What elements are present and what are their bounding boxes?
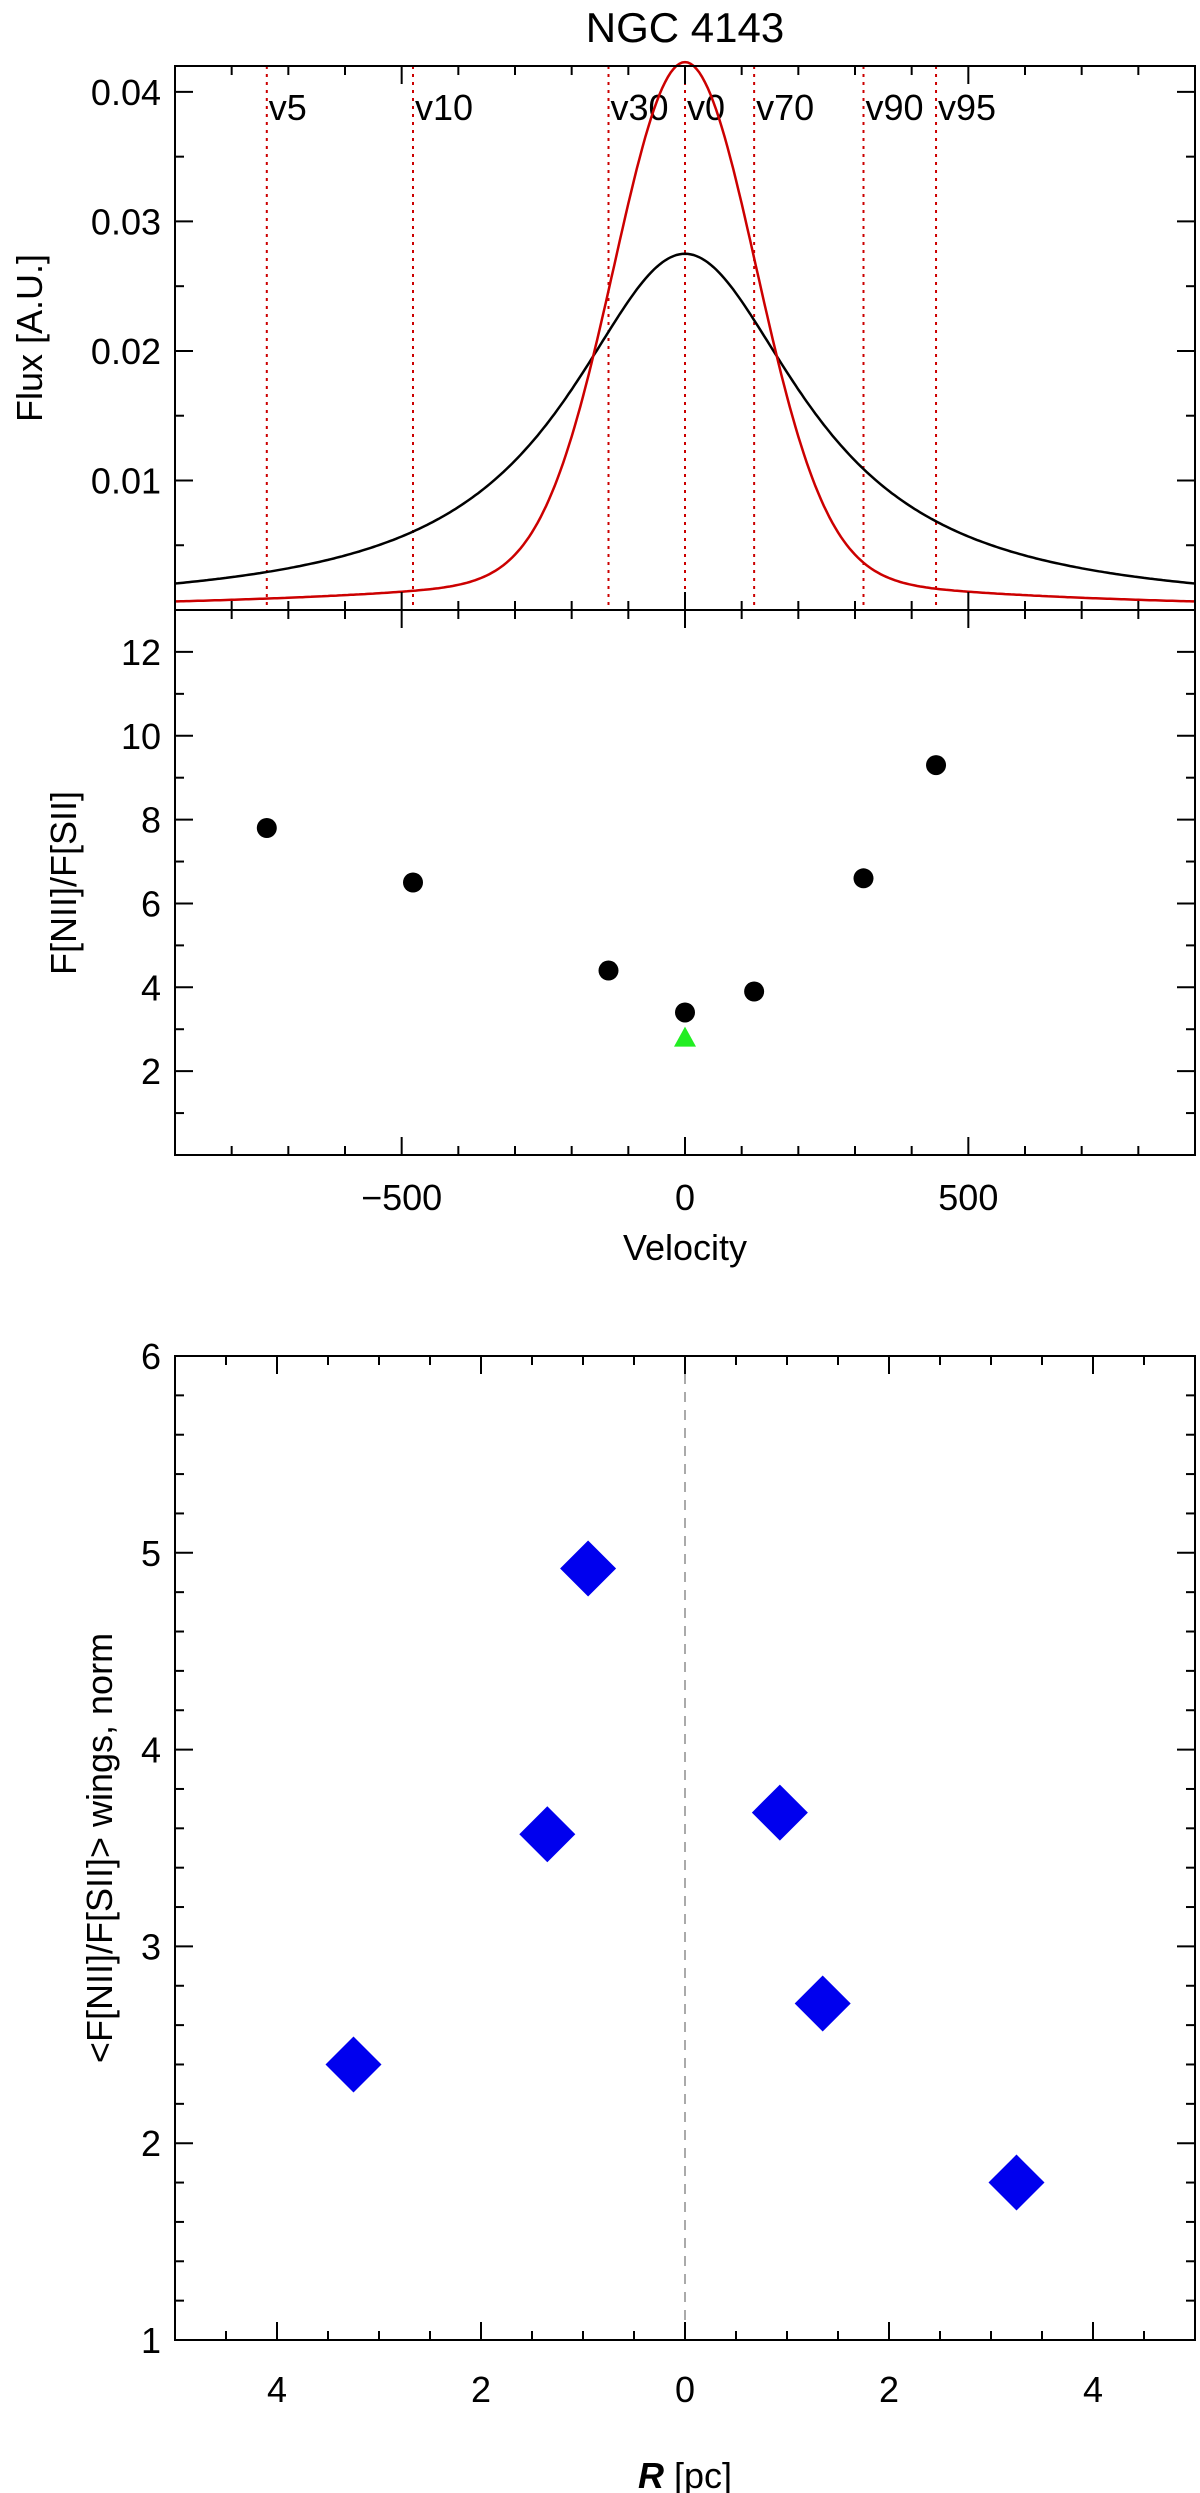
ratio-y-tick-label: 10	[121, 716, 161, 757]
velocity-marker-lines: v5 v10 v30 v0 v70 v90 v95	[265, 66, 996, 610]
ratio-points	[256, 755, 947, 1047]
ratio-panel: −500 0 500 2 4 6 8 10 12 Velocity F[NII]/F[SII]	[43, 609, 1196, 1268]
radius-diamond-point	[560, 1540, 617, 1597]
ratio-point	[403, 872, 423, 893]
chart-title: NGC 4143	[586, 4, 784, 51]
flux-x-ticks	[230, 66, 1140, 610]
flux-curve-1	[175, 60, 1195, 603]
radius-x-tick-label: 2	[879, 2369, 899, 2410]
ratio-point	[256, 818, 277, 838]
flux-curve-0	[174, 252, 1196, 585]
marker-label-v70: v70	[756, 87, 814, 128]
marker-label-v10: v10	[415, 87, 473, 128]
ratio-y-tick-label: 6	[141, 883, 161, 924]
flux-curves	[174, 60, 1196, 603]
radius-diamond-point	[751, 1784, 808, 1841]
ratio-point	[744, 981, 765, 1002]
radius-y-axis-label: <F[NII]/F[SII]> wings, norm	[79, 1633, 120, 2063]
radius-y-ticks: 1 2 3 4 5 6	[141, 1336, 1195, 2361]
radius-diamond-point	[519, 1806, 576, 1863]
flux-y-axis-label: Flux [A.U.]	[9, 254, 50, 422]
radius-diamond-point	[794, 1975, 851, 2032]
ratio-point	[853, 868, 874, 889]
radius-y-tick-label: 1	[141, 2320, 161, 2361]
radius-y-tick-label: 4	[141, 1730, 161, 1771]
ratio-y-tick-label: 12	[121, 632, 161, 673]
radius-diamond-point	[325, 2036, 382, 2093]
ratio-x-tick-label: 0	[675, 1177, 695, 1218]
marker-label-v5: v5	[269, 87, 307, 128]
radius-y-tick-label: 3	[141, 1926, 161, 1967]
radius-y-tick-label: 6	[141, 1336, 161, 1377]
flux-y-tick-label: 0.02	[91, 331, 161, 372]
ratio-y-tick-label: 2	[141, 1051, 161, 1092]
ratio-y-ticks: 2 4 6 8 10 12	[121, 632, 1195, 1115]
radius-plot-frame	[174, 1355, 1196, 2341]
radius-x-ticks: 4 2 0 2 4	[174, 1356, 1196, 2410]
ratio-triangle-point	[674, 1026, 696, 1047]
flux-y-tick-label: 0.01	[91, 460, 161, 501]
ratio-point	[675, 1002, 695, 1023]
marker-label-v95: v95	[938, 87, 996, 128]
radius-y-tick-label: 5	[141, 1533, 161, 1574]
ratio-x-tick-label: 500	[938, 1177, 998, 1218]
ratio-x-ticks: −500 0 500	[230, 610, 1140, 1218]
ratio-y-tick-label: 8	[141, 800, 161, 841]
ratio-y-tick-label: 4	[141, 967, 161, 1008]
radius-diamond-point	[988, 2154, 1045, 2211]
flux-y-tick-label: 0.04	[91, 72, 161, 113]
radius-x-tick-label: 2	[471, 2369, 491, 2410]
radius-points	[325, 1540, 1045, 2211]
ratio-point	[926, 755, 947, 776]
ratio-point	[598, 960, 619, 981]
radius-panel: 4 2 0 2 4 1 2 3 4 5 6 R [pc] <F[NII]/F[SII]> wing…	[79, 1336, 1196, 2493]
ratio-x-tick-label: −500	[361, 1177, 442, 1218]
radius-x-tick-label: 4	[1083, 2369, 1103, 2410]
radius-x-tick-label: 0	[675, 2369, 695, 2410]
flux-y-tick-label: 0.03	[91, 201, 161, 242]
ratio-plot-frame	[174, 609, 1196, 1156]
radius-x-tick-label: 4	[267, 2369, 287, 2410]
flux-panel: NGC 4143 v5 v10 v30 v0 v70 v90 v95 0.010.020.0…	[9, 4, 1196, 611]
radius-y-tick-label: 2	[141, 2123, 161, 2164]
ratio-y-axis-label: F[NII]/F[SII]	[43, 791, 84, 975]
marker-label-v90: v90	[866, 87, 924, 128]
radius-x-axis-label: R [pc]	[638, 2455, 732, 2493]
ratio-x-axis-label: Velocity	[623, 1227, 747, 1268]
flux-y-ticks: 0.01 0.02 0.03 0.04	[91, 72, 1195, 547]
